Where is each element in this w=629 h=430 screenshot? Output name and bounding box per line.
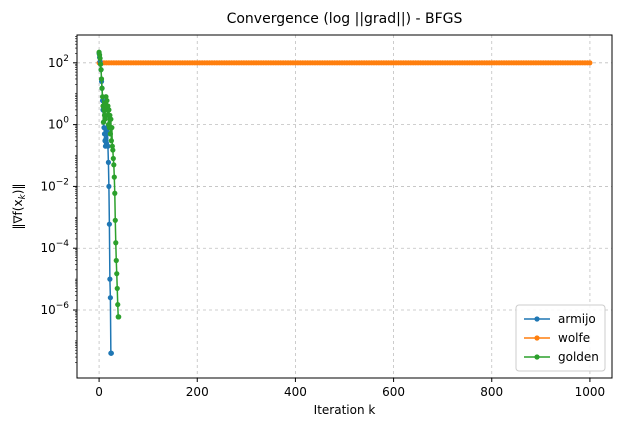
data-point-armijo [103,136,109,142]
data-point-golden [109,143,115,149]
data-point-golden [114,271,120,277]
x-tick-label: 800 [480,385,503,399]
legend: armijo wolfe golden [515,304,606,372]
legend-marker-golden [534,354,540,360]
data-point-golden [107,131,113,137]
data-point-golden [98,76,105,82]
y-tick-label: 102 [48,54,69,70]
plot-area [96,49,593,356]
y-tick-label: 10−2 [40,177,69,193]
legend-box [515,304,606,372]
axis-ticks: 0 200 400 600 800 1000 102 100 10−2 10−4 10−6 [40,36,606,399]
legend-label-golden: golden [558,350,599,364]
data-point-golden [112,190,118,196]
data-point-golden [108,138,114,144]
data-point-golden [98,67,104,73]
data-point-golden [110,147,116,153]
y-tick-label: 100 [48,116,69,132]
data-point-golden [113,240,119,246]
data-point-golden [106,107,112,113]
data-point-golden [115,301,121,308]
data-point-armijo [106,221,112,227]
data-point-golden [111,174,117,180]
x-axis-label: Iteration k [314,403,376,417]
data-point-golden [116,314,122,320]
data-point-golden [99,85,105,91]
data-point-armijo [105,159,112,165]
data-point-golden [112,217,118,223]
data-point-golden [113,257,119,264]
legend-label-wolfe: wolfe [558,331,590,345]
x-tick-label: 400 [284,385,307,399]
data-point-golden [97,55,103,61]
legend-label-armijo: armijo [558,312,596,326]
legend-marker-armijo [534,316,540,322]
data-point-golden [110,155,116,162]
x-tick-label: 200 [186,385,209,399]
legend-marker-wolfe [534,335,540,341]
data-point-golden [111,162,117,168]
data-point-armijo [107,295,113,301]
y-axis-label: ‖∇f(xk)‖ [11,184,28,230]
data-point-armijo [105,143,111,149]
data-point-golden [109,125,115,131]
x-tick-label: 600 [382,385,405,399]
chart-title: Convergence (log ||grad||) - BFGS [227,11,463,27]
data-point-armijo [107,276,113,282]
data-point-armijo [108,350,114,356]
data-point-golden [97,61,104,67]
data-point-golden [114,285,120,292]
data-point-wolfe [587,60,593,66]
data-point-armijo [106,183,112,190]
data-point-golden [108,116,114,122]
x-tick-label: 0 [95,385,103,399]
axes-frame [76,34,613,379]
data-point-golden [102,116,108,122]
data-point-golden [104,97,110,104]
x-tick-label: 1000 [575,385,606,399]
y-tick-label: 10−6 [40,301,69,317]
y-tick-label: 10−4 [40,239,69,255]
